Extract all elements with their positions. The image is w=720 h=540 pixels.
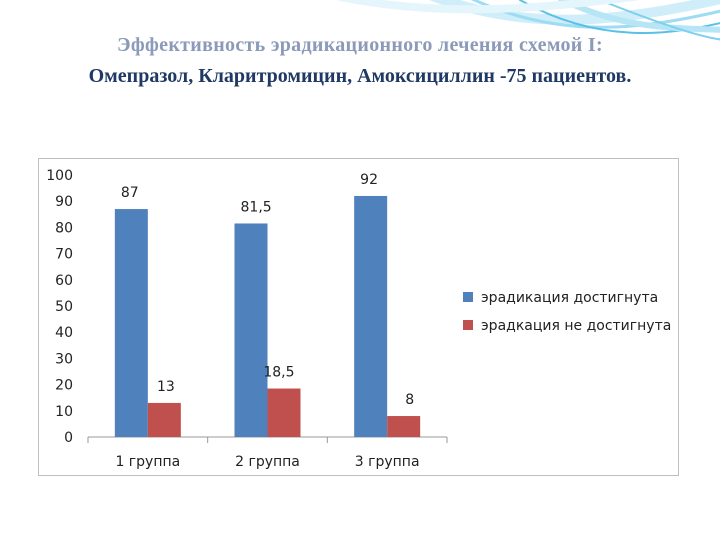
data-label: 92: [360, 172, 378, 188]
slide-title-line-2: Омепразол, Кларитромицин, Амоксициллин -…: [88, 65, 632, 87]
data-label: 87: [121, 185, 139, 201]
data-label: 13: [157, 379, 175, 395]
legend-swatch: [463, 292, 473, 302]
y-tick-label: 20: [55, 378, 73, 394]
y-axis: 0 10 20 30 40 50 60 70 80 90 100: [46, 168, 73, 446]
x-tick-label: 3 группа: [355, 454, 420, 470]
data-label: 81,5: [241, 199, 272, 215]
y-tick-label: 40: [55, 325, 73, 341]
decorative-swooshes: [337, 0, 720, 41]
slide-title-line-1: Эффективность эрадикационного лечения сх…: [117, 34, 603, 56]
legend-swatch: [463, 320, 473, 330]
bar-eradication-achieved: [354, 195, 388, 437]
bar-eradication-not-achieved: [267, 388, 301, 437]
y-tick-label: 30: [55, 351, 73, 367]
y-tick-label: 90: [55, 194, 73, 210]
y-tick-label: 80: [55, 220, 73, 236]
y-tick-label: 70: [55, 247, 73, 263]
data-labels: 87 13 81,5 18,5 92 8: [121, 172, 414, 408]
data-label: 18,5: [263, 365, 294, 381]
legend-label: эрадкация не достигнута: [481, 318, 671, 334]
data-label: 8: [405, 392, 414, 408]
x-axis: 1 группа 2 группа 3 группа: [87, 436, 448, 470]
bar-eradication-achieved: [234, 223, 268, 437]
x-tick-label: 2 группа: [235, 454, 300, 470]
y-tick-label: 60: [55, 273, 73, 289]
slide-header-decoration: [337, 0, 720, 41]
x-tick-label: 1 группа: [115, 454, 180, 470]
y-tick-label: 100: [46, 168, 73, 184]
bar-eradication-achieved: [114, 209, 148, 437]
y-tick-label: 10: [55, 404, 73, 420]
legend: эрадикация достигнута эрадкация не достиг…: [463, 290, 671, 334]
y-tick-label: 0: [64, 430, 73, 446]
bar-eradication-not-achieved: [387, 416, 421, 437]
y-tick-label: 50: [55, 299, 73, 315]
bar-eradication-not-achieved: [147, 402, 181, 437]
legend-label: эрадикация достигнута: [481, 290, 658, 306]
bars: [114, 195, 421, 437]
